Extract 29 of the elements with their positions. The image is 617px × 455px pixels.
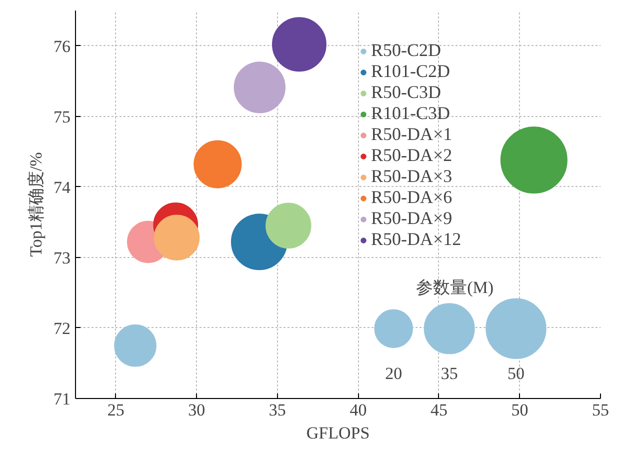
x-tick-label: 55 (592, 400, 609, 420)
legend-label: R50-DA×9 (371, 208, 452, 229)
legend-label: 35 (440, 364, 458, 384)
legend-label: 20 (385, 364, 402, 384)
legend-label: R50-DA×12 (371, 229, 462, 250)
x-tick-label: 45 (430, 400, 448, 420)
y-axis-title: Top1精确度/% (26, 152, 46, 257)
legend-label: R101-C2D (371, 61, 450, 82)
x-tick-label: 40 (350, 400, 367, 420)
y-tick-label: 71 (54, 390, 70, 408)
legend-label: R50-DA×6 (371, 187, 452, 208)
legend-label: R50-DA×1 (371, 124, 452, 145)
x-axis-title: GFLOPS (306, 424, 370, 442)
legend-label: R101-C3D (371, 103, 450, 124)
y-tick-label: 73 (54, 248, 70, 268)
legend-label: R50-DA×3 (371, 166, 452, 187)
x-tick-label: 35 (268, 400, 286, 420)
y-tick-label: 74 (54, 178, 71, 197)
y-tick-label: 72 (54, 318, 70, 338)
legend-label: R50-C2D (371, 40, 442, 61)
legend-label: 50 (508, 364, 525, 384)
legend-label: R50-C3D (371, 82, 442, 103)
y-tick-label: 75 (54, 107, 70, 126)
y-tick-label: 76 (54, 36, 70, 56)
x-tick-label: 50 (511, 400, 528, 420)
x-tick-label: 30 (188, 400, 206, 420)
annotation: 参数量(M) (416, 278, 494, 297)
legend-label: R50-DA×2 (371, 145, 452, 166)
x-tick-label: 25 (107, 400, 124, 420)
